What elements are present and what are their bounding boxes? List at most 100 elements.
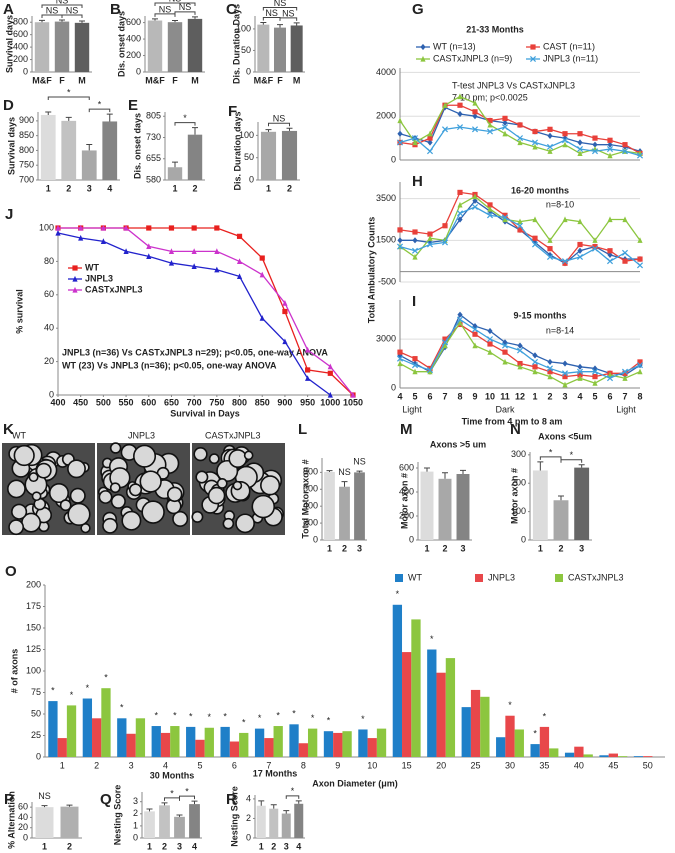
panel-letter: K	[3, 421, 14, 438]
significance-label: *	[70, 690, 74, 700]
axon-ring	[109, 442, 122, 454]
bracket	[268, 122, 290, 127]
marker	[547, 246, 553, 252]
bracket	[61, 14, 83, 19]
marker	[457, 216, 463, 223]
marker	[123, 248, 129, 254]
y-tick-label: 100	[236, 23, 251, 33]
marker	[502, 115, 508, 121]
marker	[236, 273, 243, 280]
x-tick-label: 12	[515, 391, 525, 401]
bracket	[164, 797, 180, 801]
marker	[259, 271, 265, 278]
x-tick-label: 450	[73, 397, 88, 407]
bracket	[560, 459, 583, 463]
bar	[324, 471, 335, 540]
x-tick-label: 11	[500, 391, 510, 401]
legend-marker	[72, 275, 78, 282]
x-tick-label: 2	[442, 543, 447, 553]
x-tick-label: 3	[357, 543, 362, 553]
marker	[516, 135, 524, 142]
bar	[220, 726, 230, 757]
x-tick-label: 6	[427, 391, 432, 401]
axon-ring	[207, 486, 226, 505]
bar	[174, 816, 185, 838]
y-tick-label: 800	[13, 17, 28, 27]
significance-label: *	[570, 450, 574, 460]
error-bar	[172, 161, 178, 168]
marker	[592, 380, 598, 386]
y-tick-label: 850	[19, 130, 34, 140]
x-tick-label: 9	[472, 391, 477, 401]
marker	[397, 117, 403, 124]
significance-label: NS	[282, 8, 295, 18]
marker	[442, 342, 448, 349]
bar	[229, 741, 240, 757]
panel-title: 16-20 months	[511, 185, 569, 195]
y-tick-label: 2000	[376, 111, 396, 121]
x-tick-label: 4	[296, 841, 301, 851]
bar	[438, 478, 452, 540]
y-tick-label: 300	[511, 449, 526, 459]
x-tick-label: 3	[579, 543, 584, 553]
significance-label: *	[396, 589, 400, 599]
marker	[621, 368, 629, 375]
error-bar	[59, 19, 65, 22]
x-tick-label: 9	[335, 760, 340, 770]
axon-ring	[102, 517, 118, 534]
axon-ring	[228, 449, 248, 469]
marker	[531, 358, 539, 365]
marker	[577, 363, 583, 370]
x-tick-label: 2	[162, 841, 167, 851]
legend-label: WT	[408, 572, 422, 582]
marker	[426, 241, 434, 248]
y-tick-label: 3000	[376, 333, 396, 343]
y-axis-label: Nesting Score	[229, 786, 239, 847]
marker	[123, 224, 129, 231]
error-bar	[260, 21, 267, 25]
marker	[168, 248, 175, 254]
axon-ring	[166, 486, 183, 503]
marker	[457, 102, 463, 108]
y-tick-label: 400	[399, 486, 414, 496]
marker	[426, 367, 434, 374]
panel-subtitle: n=8-14	[546, 325, 574, 335]
bar	[532, 470, 548, 540]
marker	[397, 360, 403, 367]
axon-ring	[260, 475, 281, 496]
significance-label: NS	[169, 0, 182, 3]
marker	[607, 248, 613, 254]
bar	[617, 756, 628, 757]
bar	[307, 728, 318, 757]
y-axis-label: % Alternation	[6, 791, 16, 849]
marker	[457, 189, 463, 196]
period-label: Light	[402, 404, 422, 414]
bar	[239, 732, 249, 757]
axon-ring	[110, 493, 126, 509]
x-tick-label: 4	[163, 760, 168, 770]
marker	[502, 119, 508, 126]
x-tick-label: M&F	[254, 75, 274, 85]
y-tick-label: 0	[391, 154, 396, 164]
y-tick-label: 600	[303, 484, 318, 494]
error-bar	[192, 16, 198, 19]
y-tick-label: 200	[13, 54, 28, 64]
y-tick-label: 80	[44, 256, 54, 266]
legend-label: JNPL3	[85, 273, 113, 283]
y-tick-label: 100	[239, 130, 254, 140]
marker	[577, 375, 583, 381]
marker	[516, 347, 524, 354]
marker	[457, 110, 463, 118]
marker	[532, 352, 538, 359]
marker	[236, 233, 243, 239]
micrograph-title: WT	[12, 430, 26, 440]
x-tick-label: 600	[141, 397, 156, 407]
marker	[532, 235, 538, 241]
marker	[396, 355, 404, 362]
bar	[144, 811, 155, 838]
y-tick-label: 0	[36, 751, 41, 761]
legend-label: WT	[85, 262, 99, 272]
bar	[57, 738, 67, 757]
error-bar	[460, 469, 466, 474]
marker	[457, 319, 463, 326]
